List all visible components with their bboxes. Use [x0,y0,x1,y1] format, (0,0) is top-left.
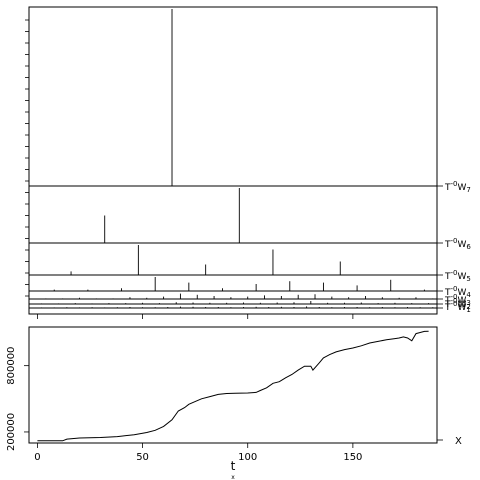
level-label: T-0W6 [444,237,471,251]
coefficients-frame [28,6,438,315]
x-axis-title: t [231,459,236,473]
level-label-sub: 3 [466,299,470,307]
level-label-sub: 4 [466,291,471,299]
level-label-w: W [457,288,466,298]
level-label-base: T [444,300,451,310]
level-label-w: W [457,303,466,313]
level-label-sub: 1 [466,306,470,314]
level-label-w: W [457,300,466,310]
series-panel: 0 50 100 150 200000 800000 tx X [6,326,462,480]
level-label-base: T [444,303,451,313]
level-label-sup: -0 [451,293,458,301]
level-label-sup: -0 [451,237,458,245]
level-label-sup: -0 [451,300,458,308]
level-label-w: W [457,272,466,282]
level-label-sup: -0 [451,180,458,188]
level-label-base: T [444,288,451,298]
series-label: X [455,436,462,447]
level-label: T-0W7 [444,180,471,194]
level-label: T-0W3 [444,293,471,307]
level-label-w: W [457,240,466,250]
x-tick-label: 50 [136,452,149,463]
level-label-base: T [444,296,451,306]
level-label-sup: -0 [451,285,458,293]
level-label-sub: 6 [466,243,471,251]
level-label: T-0W1 [444,300,471,314]
level-label-sup: -0 [451,269,458,277]
level-label-sub: 7 [466,186,470,194]
y-tick-label: 800000 [6,347,17,385]
y-tick-label: 200000 [6,413,17,451]
level-label: T-0W4 [444,285,471,299]
series-frame [28,326,438,444]
level-label: T-0W5 [444,269,471,283]
level-label-sub: 2 [466,303,470,311]
level-label: T-0W2 [444,297,471,311]
level-label-w: W [457,296,466,306]
level-label-sup: -0 [451,297,458,305]
level-label-base: T [444,240,451,250]
level-label-w: W [457,183,466,193]
x-tick-label: 0 [34,452,40,463]
level-label-base: T [444,272,451,282]
x-tick-label: 150 [343,452,362,463]
level-label-base: T [444,183,451,193]
x-tick-label: 100 [238,452,257,463]
level-label-sub: 5 [466,275,470,283]
x-axis-subtitle: x [231,474,235,480]
series-line [37,330,429,442]
